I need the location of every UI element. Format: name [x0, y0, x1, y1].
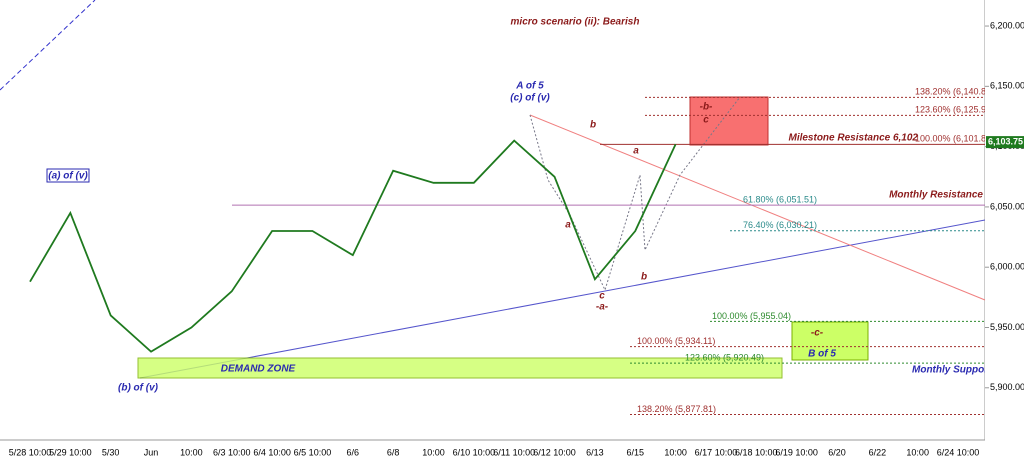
annotation: Milestone Resistance 6,102	[788, 133, 918, 144]
x-tick-label: 6/12 10:00	[533, 447, 576, 457]
x-tick-label: 6/10 10:00	[453, 447, 496, 457]
annotation: -a-	[596, 302, 609, 313]
annotation: -c-	[811, 328, 824, 339]
x-tick-label: 5/30	[102, 447, 120, 457]
x-tick-label: 6/4 10:00	[253, 447, 291, 457]
y-tick-label: 5,950.00	[990, 322, 1024, 332]
annotation: c	[703, 115, 709, 126]
annotation: B of 5	[808, 349, 836, 360]
y-tick-label: 6,000.00	[990, 262, 1024, 272]
fib-label: 123.60% (5,920.49)	[685, 352, 764, 362]
x-tick-label: 10:00	[664, 447, 687, 457]
trend-line	[529, 114, 986, 301]
y-tick-label: 6,050.00	[990, 201, 1024, 211]
x-tick-label: 5/29 10:00	[49, 447, 92, 457]
axis-panel	[985, 0, 1024, 458]
trend-line	[0, 0, 96, 91]
x-tick-label: 6/13	[586, 447, 604, 457]
annotation-box	[46, 168, 90, 183]
x-tick-label: 6/11 10:00	[493, 447, 535, 457]
x-tick-label: 10:00	[906, 447, 929, 457]
annotation: A of 5	[515, 81, 544, 92]
demand-zone	[137, 357, 783, 379]
fib-label: 100.00% (5,934.11)	[637, 336, 715, 346]
annotation: -b-	[700, 102, 713, 113]
fib-label: 61.80% (6,051.51)	[743, 194, 817, 204]
x-tick-label: Jun	[144, 447, 159, 457]
x-tick-label: 6/8	[387, 447, 400, 457]
x-tick-label: 6/20	[828, 447, 846, 457]
annotation: DEMAND ZONE	[221, 364, 296, 375]
y-tick-label: 6,150.00	[990, 81, 1024, 91]
annotation: Monthly Support	[912, 365, 992, 376]
annotation: b	[641, 272, 647, 283]
annotation: (b) of (v)	[118, 383, 159, 394]
price-line	[29, 139, 677, 353]
target-box	[689, 96, 769, 146]
y-tick-label: 5,900.00	[990, 382, 1024, 392]
x-tick-label: 5/28 10:00	[9, 447, 52, 457]
fib-label: 123.60% (6,125.96)	[915, 105, 994, 115]
x-tick-label: 6/17 10:00	[695, 447, 738, 457]
chart-title: micro scenario (ii): Bearish	[511, 17, 640, 28]
fib-label: 100.00% (5,955.04)	[712, 311, 791, 321]
fib-label: 76.40% (6,030.21)	[743, 220, 817, 230]
last-price-label: 6,103.75	[988, 136, 1023, 146]
annotation: c	[599, 291, 605, 302]
x-tick-label: 10:00	[180, 447, 203, 457]
annotation: a	[565, 220, 571, 231]
last-price-box	[986, 136, 1024, 149]
x-tick-label: 6/22	[869, 447, 887, 457]
target-box	[791, 321, 869, 361]
x-tick-label: 6/15	[626, 447, 644, 457]
x-tick-label: 6/24 10:00	[937, 447, 980, 457]
x-tick-label: 6/6	[347, 447, 360, 457]
annotation: (a) of (v)	[48, 171, 88, 182]
annotation: a	[633, 146, 639, 157]
x-tick-label: 10:00	[422, 447, 445, 457]
annotation: b	[590, 120, 596, 131]
fib-label: 138.20% (6,140.85)	[915, 87, 994, 97]
y-tick-label: 6,200.00	[990, 20, 1024, 30]
annotation: (c) of (v)	[510, 93, 550, 104]
annotation: Monthly Resistance	[889, 190, 983, 201]
x-tick-label: 6/18 10:00	[735, 447, 778, 457]
trend-line	[139, 219, 986, 379]
fib-label: 100.00% (6,101.89)	[915, 134, 994, 144]
x-tick-label: 6/3 10:00	[213, 447, 251, 457]
fib-label: 138.20% (5,877.81)	[637, 404, 716, 414]
x-tick-label: 6/19 10:00	[775, 447, 818, 457]
x-tick-label: 6/5 10:00	[294, 447, 332, 457]
